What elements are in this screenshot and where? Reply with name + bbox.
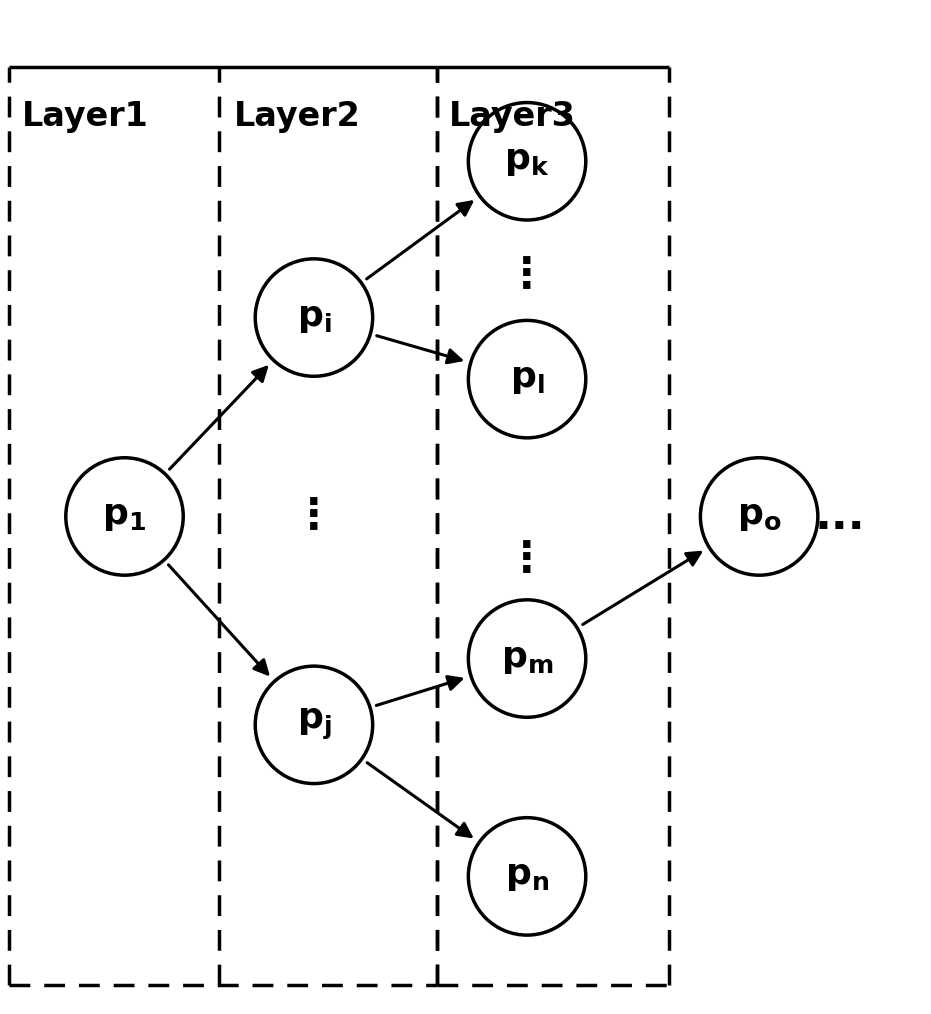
Text: ...: ... [815,495,865,538]
Text: $\mathbf{p}$$_\mathbf{l}$: $\mathbf{p}$$_\mathbf{l}$ [509,362,545,396]
Text: $\mathbf{p}$$_\mathbf{m}$: $\mathbf{p}$$_\mathbf{m}$ [501,642,553,675]
Circle shape [255,259,372,376]
Circle shape [700,457,817,575]
Text: Layer2: Layer2 [234,99,360,133]
Circle shape [255,666,372,784]
Text: $\mathbf{p}$$_\mathbf{j}$: $\mathbf{p}$$_\mathbf{j}$ [297,708,331,742]
Circle shape [468,320,586,438]
Text: Layer3: Layer3 [449,99,575,133]
Text: ⋮: ⋮ [506,538,547,580]
Circle shape [66,457,183,575]
Text: $\mathbf{p}$$_\mathbf{o}$: $\mathbf{p}$$_\mathbf{o}$ [736,500,781,533]
Text: ⋮: ⋮ [293,496,335,537]
Text: Layer1: Layer1 [22,99,149,133]
Circle shape [468,600,586,717]
Text: $\mathbf{p}$$_\mathbf{k}$: $\mathbf{p}$$_\mathbf{k}$ [505,144,550,178]
Text: $\mathbf{p}$$_\mathbf{n}$: $\mathbf{p}$$_\mathbf{n}$ [505,860,549,893]
Text: $\mathbf{p}$$_\mathbf{1}$: $\mathbf{p}$$_\mathbf{1}$ [102,500,146,533]
Circle shape [468,102,586,220]
Circle shape [468,817,586,935]
Text: $\mathbf{p}$$_\mathbf{i}$: $\mathbf{p}$$_\mathbf{i}$ [297,300,331,335]
Text: ⋮: ⋮ [506,254,547,296]
